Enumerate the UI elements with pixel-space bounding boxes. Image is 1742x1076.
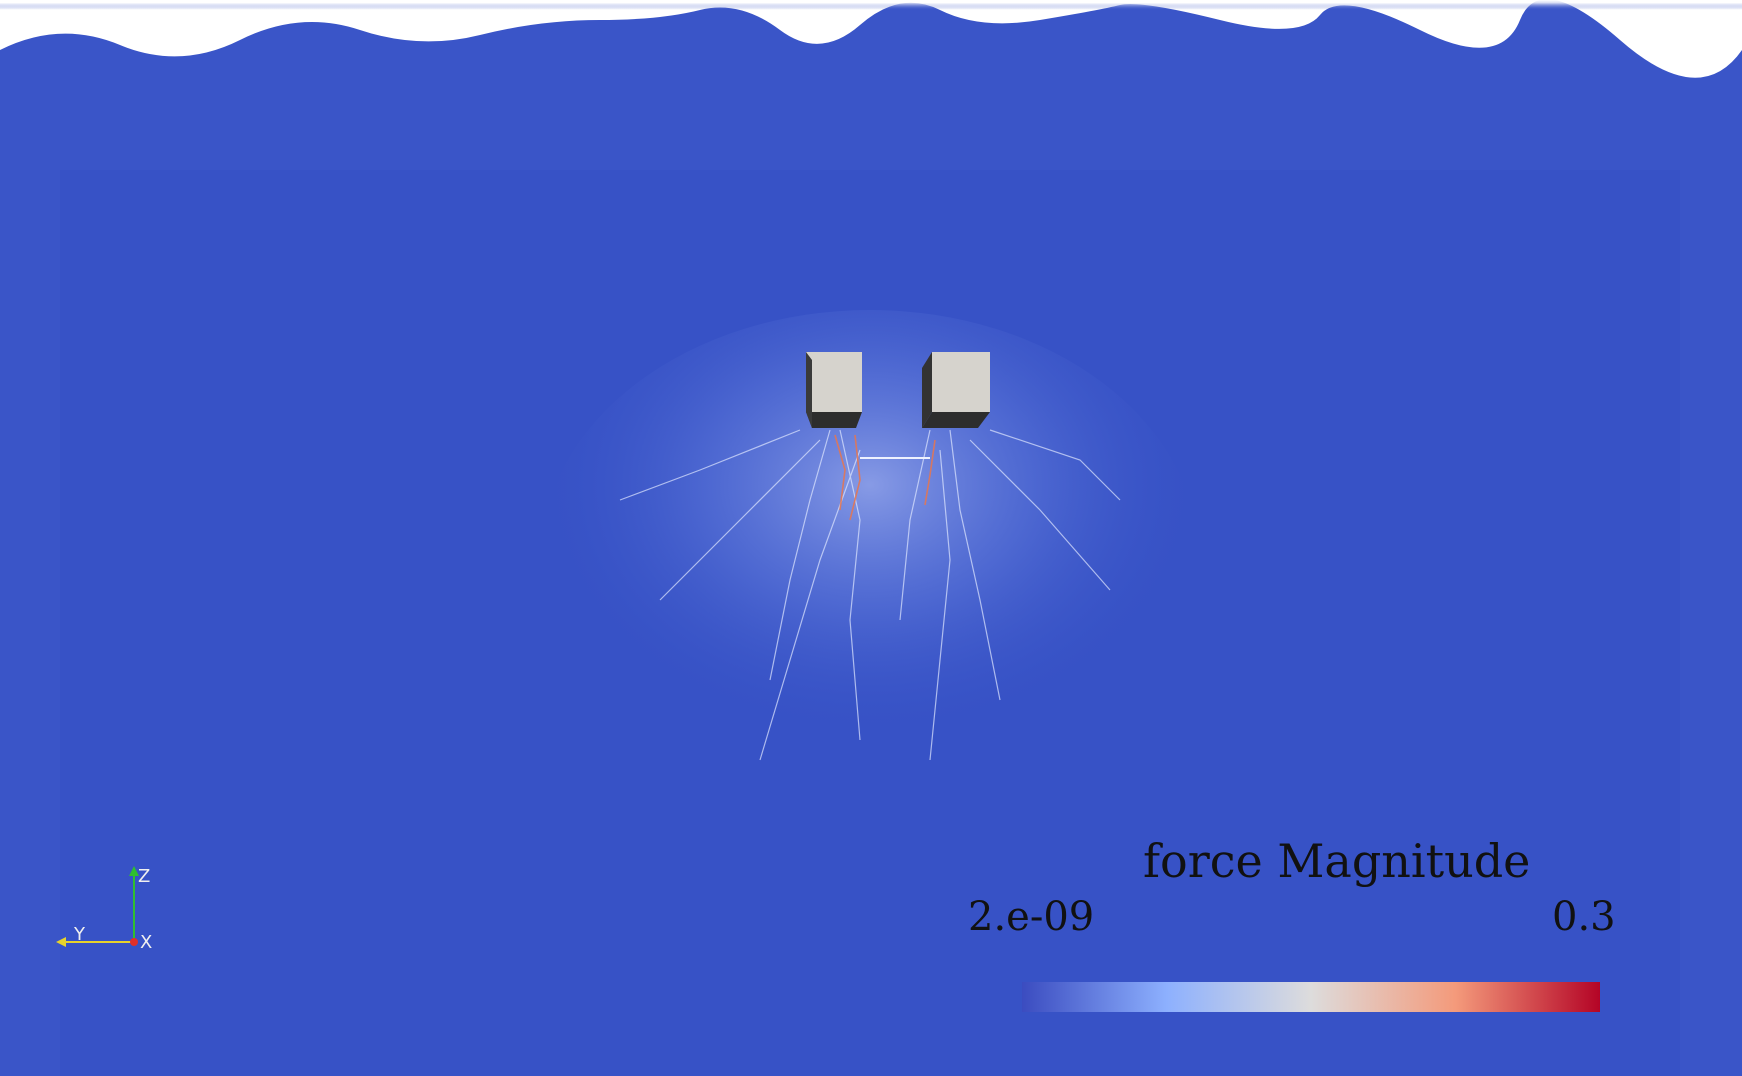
x-axis-dot (130, 938, 138, 946)
legend-max-label: 0.3 (1552, 894, 1616, 940)
colorbar (1022, 982, 1600, 1012)
legend-title: force Magnitude (1143, 834, 1531, 888)
orientation-axes: Z Y X (56, 866, 152, 952)
legend-min-label: 2.e-09 (968, 894, 1095, 940)
z-axis-label: Z (138, 866, 150, 887)
y-axis-arrow (56, 937, 66, 947)
left-cube (806, 352, 862, 428)
z-axis-arrow (129, 866, 139, 876)
colorbar-gradient (1022, 982, 1600, 1012)
y-axis-label: Y (73, 924, 86, 945)
right-cube (922, 352, 990, 428)
force-chains (619, 429, 1121, 761)
top-fade (0, 0, 1742, 140)
high-force-chains (834, 434, 936, 521)
force-region-glow (540, 310, 1200, 810)
x-axis-label: X (140, 932, 152, 952)
